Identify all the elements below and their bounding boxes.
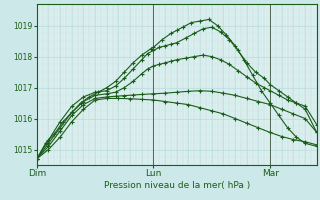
X-axis label: Pression niveau de la mer( hPa ): Pression niveau de la mer( hPa )	[104, 181, 250, 190]
